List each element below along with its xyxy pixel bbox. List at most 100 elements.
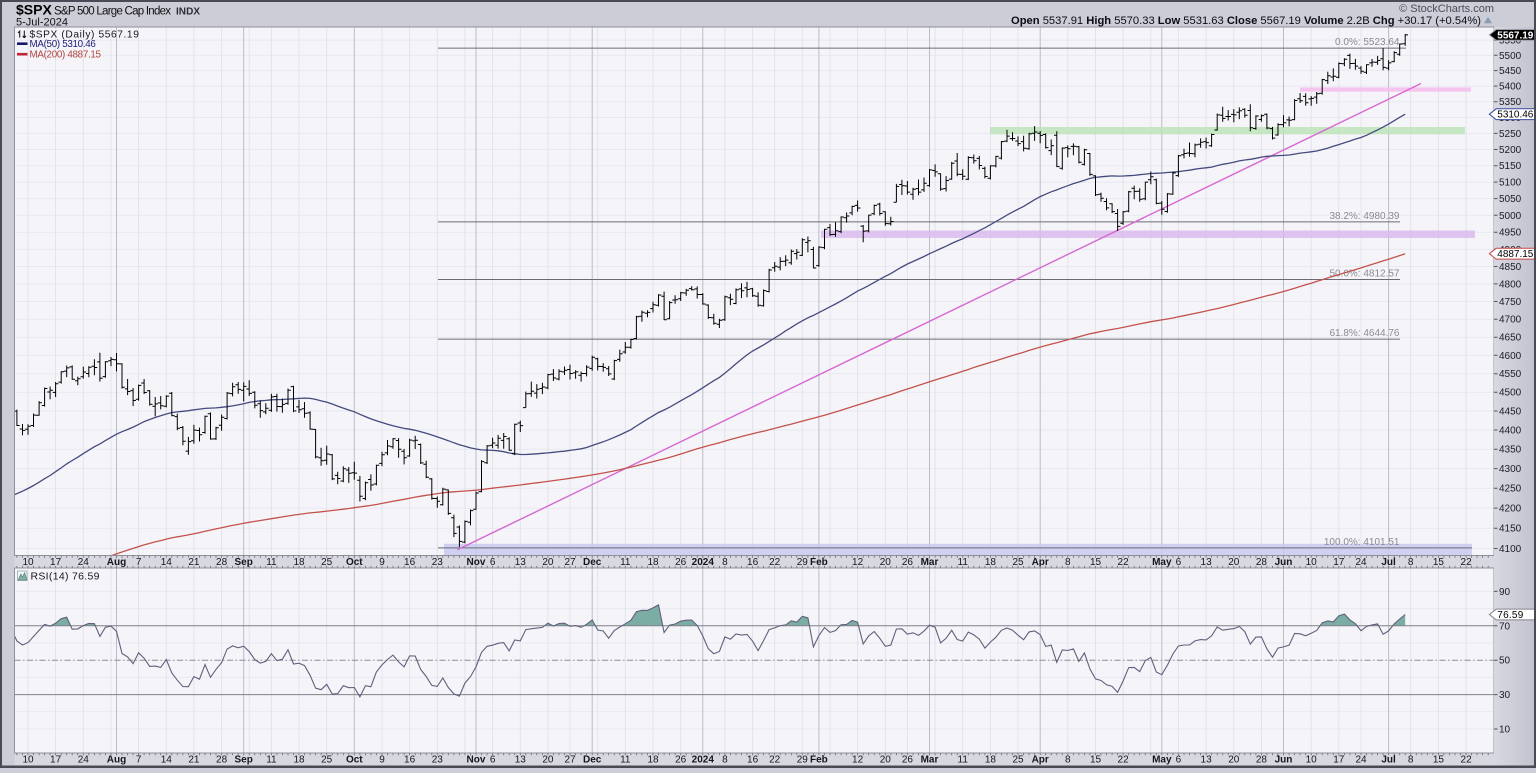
svg-text:5100: 5100	[1499, 178, 1522, 189]
svg-text:Jul: Jul	[1381, 754, 1396, 765]
svg-text:5567.19: 5567.19	[1497, 30, 1533, 41]
svg-text:4887.15: 4887.15	[1497, 249, 1533, 260]
svg-text:5000: 5000	[1499, 211, 1522, 222]
svg-text:30: 30	[1499, 690, 1511, 701]
svg-text:4150: 4150	[1499, 524, 1522, 535]
svg-text:5150: 5150	[1499, 161, 1522, 172]
svg-text:4100: 4100	[1499, 544, 1522, 555]
svg-text:10: 10	[22, 754, 34, 765]
svg-text:5-Jul-2024: 5-Jul-2024	[16, 17, 68, 29]
svg-text:Dec: Dec	[583, 754, 602, 765]
svg-text:29: 29	[797, 754, 809, 765]
svg-text:25: 25	[1012, 754, 1024, 765]
svg-text:22: 22	[1461, 754, 1473, 765]
svg-text:90: 90	[1499, 587, 1511, 598]
svg-text:7: 7	[136, 754, 142, 765]
svg-text:76.59: 76.59	[1497, 610, 1523, 621]
svg-text:5250: 5250	[1499, 129, 1522, 140]
svg-text:2024: 2024	[692, 754, 715, 765]
svg-text:27: 27	[564, 754, 576, 765]
svg-text:18: 18	[985, 754, 997, 765]
svg-text:6: 6	[1176, 754, 1182, 765]
svg-text:4450: 4450	[1499, 407, 1522, 418]
svg-text:20: 20	[542, 754, 554, 765]
svg-text:Nov: Nov	[467, 754, 486, 765]
svg-text:May: May	[1152, 754, 1172, 765]
svg-text:4800: 4800	[1499, 279, 1522, 290]
svg-text:25: 25	[321, 754, 333, 765]
svg-text:17: 17	[1333, 754, 1345, 765]
svg-text:RSI(14) 76.59: RSI(14) 76.59	[31, 570, 100, 582]
svg-text:5200: 5200	[1499, 145, 1522, 156]
svg-text:10: 10	[1306, 754, 1318, 765]
svg-text:11: 11	[620, 754, 631, 765]
svg-text:28: 28	[1256, 754, 1268, 765]
svg-text:22: 22	[1118, 754, 1130, 765]
svg-text:13: 13	[1201, 754, 1213, 765]
svg-text:9: 9	[379, 754, 385, 765]
svg-text:4750: 4750	[1499, 297, 1522, 308]
svg-text:70: 70	[1499, 621, 1511, 632]
svg-text:Apr: Apr	[1032, 754, 1049, 765]
svg-text:5050: 5050	[1499, 194, 1522, 205]
svg-text:38.2%: 4980.39: 38.2%: 4980.39	[1329, 211, 1399, 222]
svg-text:MA(200) 4887.15: MA(200) 4887.15	[30, 50, 102, 61]
svg-text:4300: 4300	[1499, 464, 1522, 475]
svg-text:50: 50	[1499, 656, 1511, 667]
svg-text:Open 5537.91 High 5570.33 Low: Open 5537.91 High 5570.33 Low 5531.63 Cl…	[1011, 15, 1481, 27]
svg-text:4950: 4950	[1499, 228, 1522, 239]
svg-text:5450: 5450	[1499, 66, 1522, 77]
svg-text:Jun: Jun	[1275, 754, 1293, 765]
svg-text:4250: 4250	[1499, 484, 1522, 495]
svg-text:6: 6	[490, 754, 496, 765]
svg-text:10: 10	[1499, 725, 1511, 736]
svg-text:15: 15	[1090, 754, 1102, 765]
svg-text:© StockCharts.com: © StockCharts.com	[1399, 3, 1494, 15]
svg-text:26: 26	[902, 754, 914, 765]
svg-text:22: 22	[769, 754, 781, 765]
svg-text:12: 12	[852, 754, 864, 765]
svg-text:0.0%: 5523.64: 0.0%: 5523.64	[1335, 37, 1400, 48]
svg-text:16: 16	[404, 754, 416, 765]
svg-text:8: 8	[1408, 754, 1414, 765]
svg-text:$SPX: $SPX	[16, 2, 52, 18]
svg-text:21: 21	[188, 754, 200, 765]
svg-text:24: 24	[78, 754, 90, 765]
svg-text:4200: 4200	[1499, 504, 1522, 515]
svg-text:100.0%: 4101.51: 100.0%: 4101.51	[1324, 537, 1400, 548]
svg-text:11: 11	[958, 754, 969, 765]
svg-text:5310.46: 5310.46	[1497, 110, 1533, 121]
svg-text:Feb: Feb	[810, 754, 828, 765]
svg-text:18: 18	[293, 754, 305, 765]
svg-text:14: 14	[161, 754, 173, 765]
svg-text:S&P 500 Large Cap Index: S&P 500 Large Cap Index	[54, 6, 171, 18]
svg-text:4400: 4400	[1499, 426, 1522, 437]
svg-text:Oct: Oct	[346, 754, 363, 765]
svg-text:26: 26	[675, 754, 687, 765]
svg-text:5400: 5400	[1499, 82, 1522, 93]
svg-text:4850: 4850	[1499, 262, 1522, 273]
svg-text:4700: 4700	[1499, 315, 1522, 326]
svg-text:INDX: INDX	[176, 7, 200, 18]
svg-text:24: 24	[1355, 754, 1367, 765]
svg-text:8: 8	[722, 754, 728, 765]
svg-text:23: 23	[432, 754, 444, 765]
svg-text:17: 17	[50, 754, 62, 765]
svg-text:28: 28	[216, 754, 228, 765]
svg-text:4600: 4600	[1499, 351, 1522, 362]
svg-text:5350: 5350	[1499, 97, 1522, 108]
svg-text:61.8%: 4644.76: 61.8%: 4644.76	[1329, 328, 1399, 339]
svg-text:13: 13	[515, 754, 527, 765]
svg-text:MA(50) 5310.46: MA(50) 5310.46	[30, 39, 97, 50]
svg-text:8: 8	[1065, 754, 1071, 765]
svg-text:15: 15	[1433, 754, 1445, 765]
svg-text:20: 20	[880, 754, 892, 765]
svg-text:Sep: Sep	[235, 754, 253, 765]
svg-text:5500: 5500	[1499, 51, 1522, 62]
svg-text:Aug: Aug	[107, 754, 126, 765]
svg-text:4550: 4550	[1499, 369, 1522, 380]
svg-text:11: 11	[266, 754, 277, 765]
svg-text:20: 20	[1228, 754, 1240, 765]
svg-text:4650: 4650	[1499, 333, 1522, 344]
svg-text:16: 16	[747, 754, 759, 765]
